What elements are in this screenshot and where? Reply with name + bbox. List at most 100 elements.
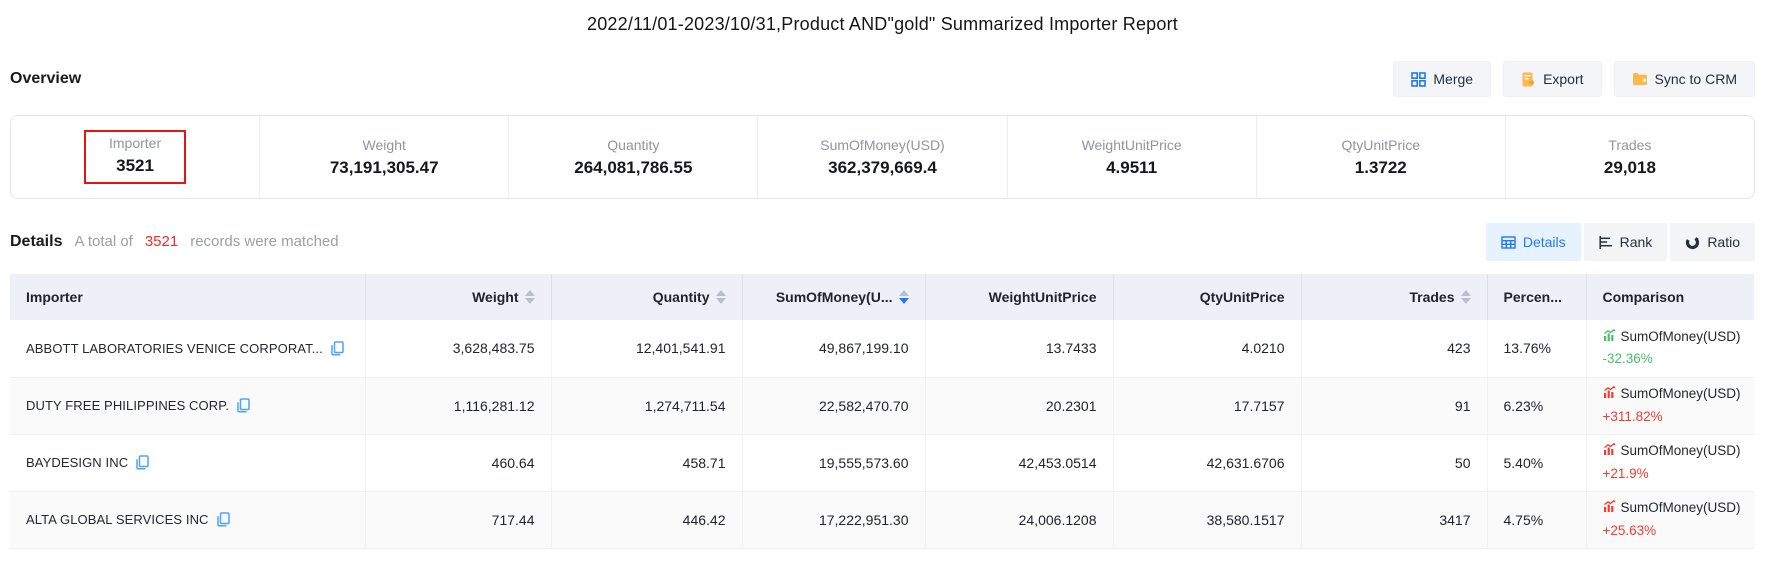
sum-of-money-cell: 19,555,573.60 bbox=[742, 434, 925, 491]
tab-rank-label: Rank bbox=[1620, 234, 1653, 250]
toolbar-row: Overview Merge Export Sync to CRM bbox=[10, 61, 1755, 97]
comparison-change: +25.63% bbox=[1603, 521, 1739, 541]
sort-control-sum-of-money[interactable] bbox=[899, 290, 909, 304]
weight-cell: 3,628,483.75 bbox=[365, 320, 551, 377]
trades-cell: 423 bbox=[1301, 320, 1487, 377]
stat-label: Trades bbox=[1608, 137, 1651, 153]
trend-chart-icon bbox=[1603, 384, 1616, 404]
col-header-comparison: Comparison bbox=[1586, 274, 1754, 320]
stat-importer: Importer 3521 bbox=[11, 116, 259, 198]
sync-to-crm-button-label: Sync to CRM bbox=[1655, 71, 1737, 87]
comparison-cell: SumOfMoney(USD) +25.63% bbox=[1603, 498, 1739, 541]
trades-cell: 91 bbox=[1301, 377, 1487, 434]
copy-icon[interactable] bbox=[237, 398, 250, 413]
sum-of-money-cell: 49,867,199.10 bbox=[742, 320, 925, 377]
importer-name[interactable]: ABBOTT LABORATORIES VENICE CORPORAT... bbox=[26, 341, 323, 356]
table-header-row: Importer Weight Quantity SumOfMoney(U... bbox=[10, 274, 1754, 320]
copy-icon[interactable] bbox=[217, 512, 230, 527]
copy-icon[interactable] bbox=[331, 341, 344, 356]
details-heading: Details bbox=[10, 233, 62, 251]
comparison-metric-label: SumOfMoney(USD) bbox=[1621, 498, 1741, 518]
stat-value: 4.9511 bbox=[1106, 158, 1157, 178]
tab-details[interactable]: Details bbox=[1486, 223, 1581, 261]
details-summary: Details A total of 3521 records were mat… bbox=[10, 233, 339, 251]
folder-sync-icon bbox=[1632, 72, 1648, 86]
stat-weight: Weight 73,191,305.47 bbox=[259, 116, 508, 198]
matched-records-count: 3521 bbox=[145, 233, 178, 250]
stat-label: QtyUnitPrice bbox=[1341, 137, 1420, 153]
tab-ratio-label: Ratio bbox=[1707, 234, 1740, 250]
stat-trades: Trades 29,018 bbox=[1505, 116, 1754, 198]
stat-label: Importer bbox=[109, 135, 161, 151]
comparison-cell: SumOfMoney(USD) -32.36% bbox=[1603, 327, 1739, 370]
importer-report-page: 2022/11/01-2023/10/31,Product AND"gold" … bbox=[0, 0, 1765, 549]
rank-chart-icon bbox=[1599, 236, 1613, 249]
weight-cell: 1,116,281.12 bbox=[365, 377, 551, 434]
merge-button-label: Merge bbox=[1433, 71, 1473, 87]
comparison-change: +311.82% bbox=[1603, 407, 1739, 427]
col-header-importer: Importer bbox=[10, 274, 365, 320]
sort-control-weight[interactable] bbox=[525, 290, 535, 304]
trades-cell: 3417 bbox=[1301, 491, 1487, 548]
stat-value: 362,379,669.4 bbox=[828, 158, 937, 178]
copy-icon[interactable] bbox=[136, 455, 149, 470]
view-tabs: Details Rank Ratio bbox=[1486, 223, 1755, 261]
comparison-change: -32.36% bbox=[1603, 349, 1739, 369]
table-row: BAYDESIGN INC 460.64 458.71 19,555,573.6… bbox=[10, 434, 1754, 491]
comparison-metric-label: SumOfMoney(USD) bbox=[1621, 441, 1741, 461]
importer-name[interactable]: BAYDESIGN INC bbox=[26, 455, 128, 470]
col-header-trades[interactable]: Trades bbox=[1301, 274, 1487, 320]
quantity-cell: 446.42 bbox=[551, 491, 742, 548]
percent-cell: 4.75% bbox=[1487, 491, 1586, 548]
table-row: DUTY FREE PHILIPPINES CORP. 1,116,281.12… bbox=[10, 377, 1754, 434]
stat-qty-unit-price: QtyUnitPrice 1.3722 bbox=[1256, 116, 1505, 198]
weight-cell: 460.64 bbox=[365, 434, 551, 491]
stat-value: 3521 bbox=[116, 156, 154, 176]
trend-chart-icon bbox=[1603, 498, 1616, 518]
export-icon bbox=[1521, 72, 1536, 87]
col-header-weight[interactable]: Weight bbox=[365, 274, 551, 320]
stat-label: Weight bbox=[363, 137, 406, 153]
merge-icon bbox=[1411, 72, 1426, 87]
col-header-sum-of-money[interactable]: SumOfMoney(U... bbox=[742, 274, 925, 320]
weight-unit-price-cell: 42,453.0514 bbox=[925, 434, 1113, 491]
sum-of-money-cell: 17,222,951.30 bbox=[742, 491, 925, 548]
qty-unit-price-cell: 42,631.6706 bbox=[1113, 434, 1301, 491]
sort-control-quantity[interactable] bbox=[716, 290, 726, 304]
tab-ratio[interactable]: Ratio bbox=[1670, 223, 1755, 261]
merge-button[interactable]: Merge bbox=[1393, 61, 1491, 97]
comparison-metric-label: SumOfMoney(USD) bbox=[1621, 384, 1741, 404]
sync-to-crm-button[interactable]: Sync to CRM bbox=[1614, 61, 1755, 97]
col-header-qty-unit-price: QtyUnitPrice bbox=[1113, 274, 1301, 320]
comparison-cell: SumOfMoney(USD) +311.82% bbox=[1603, 384, 1739, 427]
qty-unit-price-cell: 4.0210 bbox=[1113, 320, 1301, 377]
trades-cell: 50 bbox=[1301, 434, 1487, 491]
trend-chart-icon bbox=[1603, 441, 1616, 461]
tab-rank[interactable]: Rank bbox=[1584, 223, 1668, 261]
export-button[interactable]: Export bbox=[1503, 61, 1601, 97]
stat-label: SumOfMoney(USD) bbox=[820, 137, 944, 153]
col-header-weight-unit-price: WeightUnitPrice bbox=[925, 274, 1113, 320]
table-row: ALTA GLOBAL SERVICES INC 717.44 446.42 1… bbox=[10, 491, 1754, 548]
quantity-cell: 12,401,541.91 bbox=[551, 320, 742, 377]
summary-suffix: records were matched bbox=[190, 233, 338, 250]
quantity-cell: 458.71 bbox=[551, 434, 742, 491]
weight-unit-price-cell: 20.2301 bbox=[925, 377, 1113, 434]
export-button-label: Export bbox=[1543, 71, 1583, 87]
importer-name[interactable]: ALTA GLOBAL SERVICES INC bbox=[26, 512, 209, 527]
stat-weight-unit-price: WeightUnitPrice 4.9511 bbox=[1007, 116, 1256, 198]
comparison-metric-label: SumOfMoney(USD) bbox=[1621, 327, 1741, 347]
qty-unit-price-cell: 17.7157 bbox=[1113, 377, 1301, 434]
details-row: Details A total of 3521 records were mat… bbox=[10, 223, 1755, 261]
col-header-quantity[interactable]: Quantity bbox=[551, 274, 742, 320]
importer-name[interactable]: DUTY FREE PHILIPPINES CORP. bbox=[26, 398, 229, 413]
weight-unit-price-cell: 13.7433 bbox=[925, 320, 1113, 377]
stat-value: 1.3722 bbox=[1355, 158, 1407, 178]
importer-table: Importer Weight Quantity SumOfMoney(U... bbox=[10, 274, 1754, 549]
ratio-pie-icon bbox=[1685, 235, 1700, 250]
comparison-cell: SumOfMoney(USD) +21.9% bbox=[1603, 441, 1739, 484]
quantity-cell: 1,274,711.54 bbox=[551, 377, 742, 434]
comparison-change: +21.9% bbox=[1603, 464, 1739, 484]
percent-cell: 5.40% bbox=[1487, 434, 1586, 491]
sort-control-trades[interactable] bbox=[1461, 290, 1471, 304]
